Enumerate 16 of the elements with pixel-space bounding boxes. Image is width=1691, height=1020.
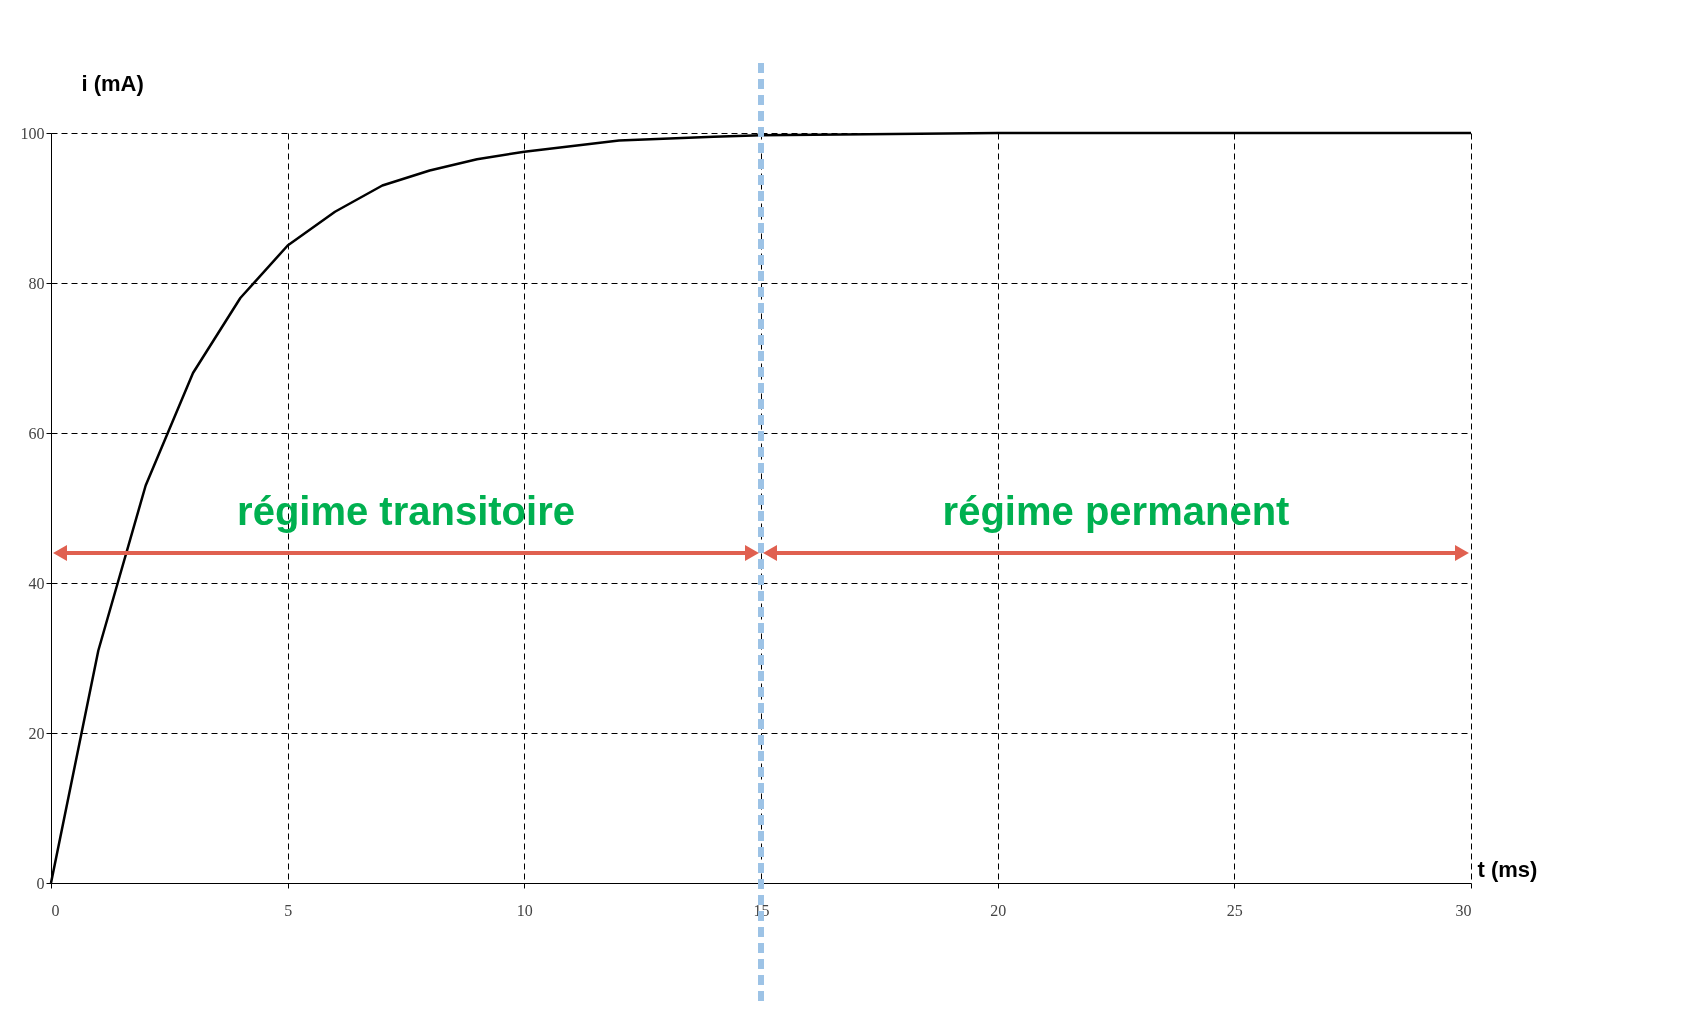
x-tick-label: 10	[516, 901, 533, 919]
x-tick-label: 0	[51, 901, 60, 919]
y-tick-label: 0	[36, 874, 45, 892]
annotation: régime transitoire	[237, 489, 575, 533]
x-axis-title: t (ms)	[1477, 856, 1538, 882]
y-tick-label: 40	[28, 574, 45, 592]
y-tick-label: 20	[28, 724, 45, 742]
x-tick-label: 25	[1226, 901, 1243, 919]
annotation: régime permanent	[942, 489, 1290, 533]
y-tick-label: 100	[20, 124, 45, 142]
y-tick-label: 80	[28, 274, 45, 292]
y-tick-label: 60	[28, 424, 45, 442]
x-tick-label: 5	[284, 901, 293, 919]
y-axis-title: i (mA)	[81, 70, 144, 96]
x-tick-label: 30	[1455, 901, 1472, 919]
x-tick-label: 20	[990, 901, 1007, 919]
